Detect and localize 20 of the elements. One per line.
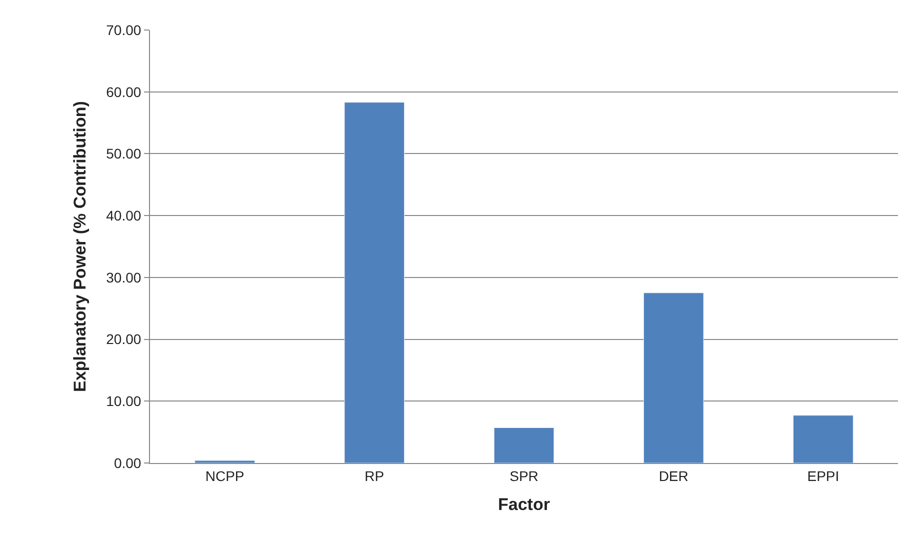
- y-tick-label: 10.00: [106, 393, 142, 410]
- y-tick-label: 40.00: [106, 207, 142, 224]
- x-axis-title: Factor: [498, 495, 550, 514]
- bar: [643, 292, 704, 463]
- bar: [494, 427, 554, 463]
- y-axis-title: Explanatory Power (% Contribution): [70, 101, 90, 392]
- y-tick-label: 70.00: [106, 22, 142, 38]
- x-tick-label: DER: [658, 468, 688, 484]
- y-tick-label: 20.00: [106, 331, 142, 348]
- y-tick-label: 60.00: [106, 84, 142, 100]
- x-tick-label: NCPP: [205, 468, 244, 484]
- y-tick-label: 0.00: [114, 454, 142, 471]
- x-tick-label: RP: [364, 468, 384, 484]
- bar: [344, 102, 405, 463]
- bar: [793, 415, 854, 463]
- bar: [194, 460, 255, 463]
- x-tick-label: EPPI: [807, 468, 840, 484]
- y-tick-label: 30.00: [106, 269, 142, 286]
- x-tick-label: SPR: [510, 468, 538, 484]
- y-tick-label: 50.00: [106, 146, 142, 162]
